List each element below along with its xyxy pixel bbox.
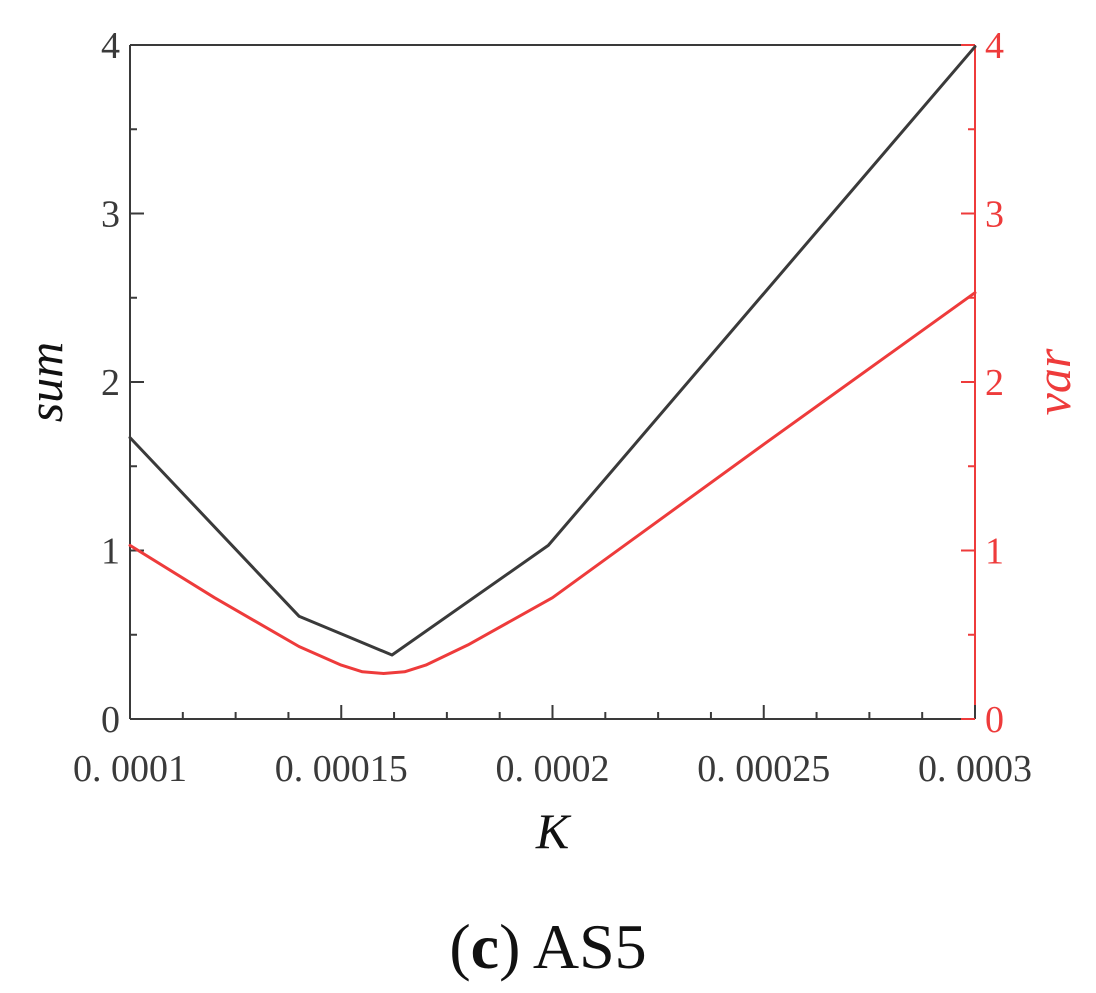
y2-tick-label: 3 (985, 194, 1004, 236)
y2-tick-label: 0 (985, 699, 1004, 741)
y-tick-label: 2 (101, 362, 120, 404)
y-tick-label: 0 (101, 699, 120, 741)
figure-caption: (c) AS5 (449, 911, 646, 982)
x-tick-label: 0. 0001 (73, 748, 187, 790)
y2-tick-label: 2 (985, 362, 1004, 404)
y2-tick-label: 4 (985, 25, 1004, 67)
x-tick-label: 0. 0003 (918, 748, 1032, 790)
x-tick-label: 0. 00015 (275, 748, 408, 790)
y-tick-label: 3 (101, 194, 120, 236)
left-y-axis-title: sum (17, 342, 73, 423)
series-line-sum (128, 45, 977, 657)
x-axis-title: K (535, 803, 572, 859)
y-tick-label: 4 (101, 25, 120, 67)
series-line-var (128, 291, 977, 675)
right-y-axis-title: var (1025, 348, 1081, 415)
y-tick-label: 1 (101, 531, 120, 573)
x-tick-label: 0. 0002 (496, 748, 610, 790)
x-tick-label: 0. 00025 (697, 748, 830, 790)
y2-tick-label: 1 (985, 531, 1004, 573)
